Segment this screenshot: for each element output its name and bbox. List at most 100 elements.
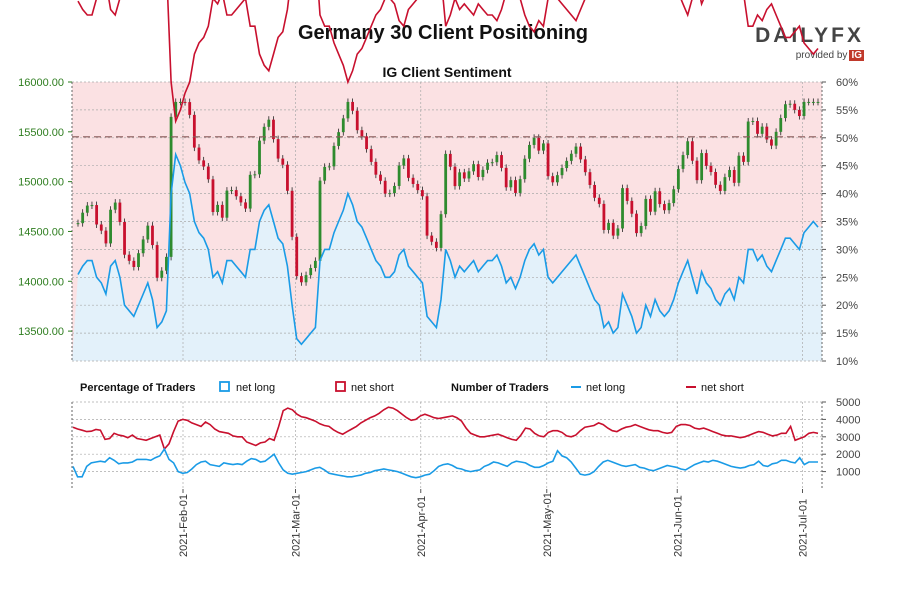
- candle-body: [337, 132, 341, 146]
- candle-body: [760, 126, 764, 134]
- candle-body: [676, 168, 680, 190]
- candle-body: [560, 168, 564, 176]
- legend-num-long-label: net long: [586, 382, 625, 394]
- candle-body: [81, 212, 85, 224]
- x-tick-label: 2021-May-01: [542, 492, 554, 557]
- x-tick-label: 2021-Feb-01: [178, 494, 190, 557]
- candle-body: [486, 162, 489, 170]
- brand-tagline: provided by IG: [755, 50, 864, 61]
- candle-body: [355, 110, 359, 131]
- candle-body: [537, 137, 541, 151]
- candle-body: [313, 260, 317, 268]
- candle-body: [146, 225, 150, 240]
- candle-body: [202, 160, 206, 167]
- candle-body: [160, 270, 164, 278]
- candle-body: [262, 126, 266, 141]
- candle-body: [565, 160, 569, 169]
- candle-body: [104, 230, 108, 244]
- candle-body: [99, 224, 103, 231]
- candle-body: [797, 109, 801, 117]
- candle-body: [379, 174, 382, 181]
- candle-body: [528, 144, 531, 159]
- candle-body: [737, 155, 741, 183]
- candle-body: [630, 200, 634, 214]
- candle-body: [309, 268, 313, 276]
- candle-body: [346, 101, 350, 119]
- candle-body: [704, 153, 708, 166]
- candle-body: [244, 202, 247, 209]
- candle-body: [569, 153, 573, 161]
- candle-body: [732, 170, 736, 183]
- candle-body: [583, 159, 587, 173]
- candle-body: [267, 119, 271, 127]
- candle-body: [369, 149, 373, 162]
- candle-body: [109, 209, 112, 244]
- candle-body: [611, 222, 615, 236]
- candle-body: [588, 172, 592, 185]
- candle-body: [788, 103, 792, 105]
- legend-pct-title: Percentage of Traders: [80, 382, 196, 394]
- price-tick-label: 14000.00: [18, 276, 64, 288]
- candle-body: [462, 172, 466, 179]
- candle-body: [770, 139, 773, 146]
- candle-body: [90, 205, 94, 207]
- candle-body: [216, 204, 220, 213]
- candle-body: [416, 183, 420, 191]
- candle-body: [551, 176, 555, 183]
- candle-body: [295, 236, 299, 277]
- net-long-line: [77, 151, 819, 346]
- ig-logo: IG: [849, 50, 864, 61]
- candle-body: [793, 103, 797, 110]
- candle-body: [272, 119, 275, 140]
- candle-body: [192, 114, 196, 148]
- candle-body: [383, 180, 387, 194]
- candle-body: [258, 140, 261, 175]
- candle-body: [658, 191, 662, 205]
- candle-body: [137, 253, 140, 268]
- candle-body: [434, 241, 438, 248]
- candle-body: [281, 158, 285, 165]
- candle-body: [532, 137, 536, 145]
- candle-body: [746, 121, 750, 162]
- price-tick-label: 15000.00: [18, 177, 64, 189]
- candle-body: [546, 143, 550, 177]
- candle-body: [253, 174, 257, 176]
- candle-body: [621, 188, 624, 229]
- traders-tick-label: 1000: [836, 467, 860, 479]
- candle-body: [230, 190, 233, 192]
- candle-body: [653, 191, 657, 212]
- panel-subtitle: IG Client Sentiment: [382, 64, 511, 80]
- pct-tick-label: 30%: [836, 244, 858, 256]
- traders-tick-label: 3000: [836, 432, 860, 444]
- candle-body: [151, 225, 154, 246]
- price-tick-label: 13500.00: [18, 326, 64, 338]
- candle-body: [523, 158, 527, 180]
- candle-body: [360, 130, 364, 137]
- candle-body: [681, 155, 685, 169]
- candle-body: [374, 161, 378, 175]
- candle-body: [649, 198, 652, 212]
- pct-tick-label: 20%: [836, 300, 858, 312]
- candle-body: [327, 166, 331, 168]
- candle-body: [421, 190, 424, 197]
- candle-body: [784, 104, 787, 119]
- pct-tick-label: 35%: [836, 217, 858, 229]
- x-tick-label: 2021-Jul-01: [798, 499, 810, 557]
- traders-tick-label: 5000: [836, 397, 860, 409]
- candle-body: [407, 158, 410, 178]
- candle-body: [323, 166, 327, 181]
- candle-body: [123, 221, 126, 255]
- candle-body: [439, 214, 443, 248]
- price-tick-label: 16000.00: [18, 77, 64, 89]
- legend-pct-short-label: net short: [351, 382, 394, 394]
- brand-tagline-text: provided by: [795, 50, 848, 61]
- candle-body: [695, 160, 699, 181]
- candle-body: [351, 101, 354, 111]
- legend-num-title: Number of Traders: [451, 382, 549, 394]
- candle-body: [802, 101, 806, 117]
- legend-pct-long-label: net long: [236, 382, 275, 394]
- candle-body: [639, 225, 643, 234]
- candle-body: [714, 172, 718, 185]
- candle-body: [169, 116, 173, 257]
- candle-body: [667, 203, 671, 211]
